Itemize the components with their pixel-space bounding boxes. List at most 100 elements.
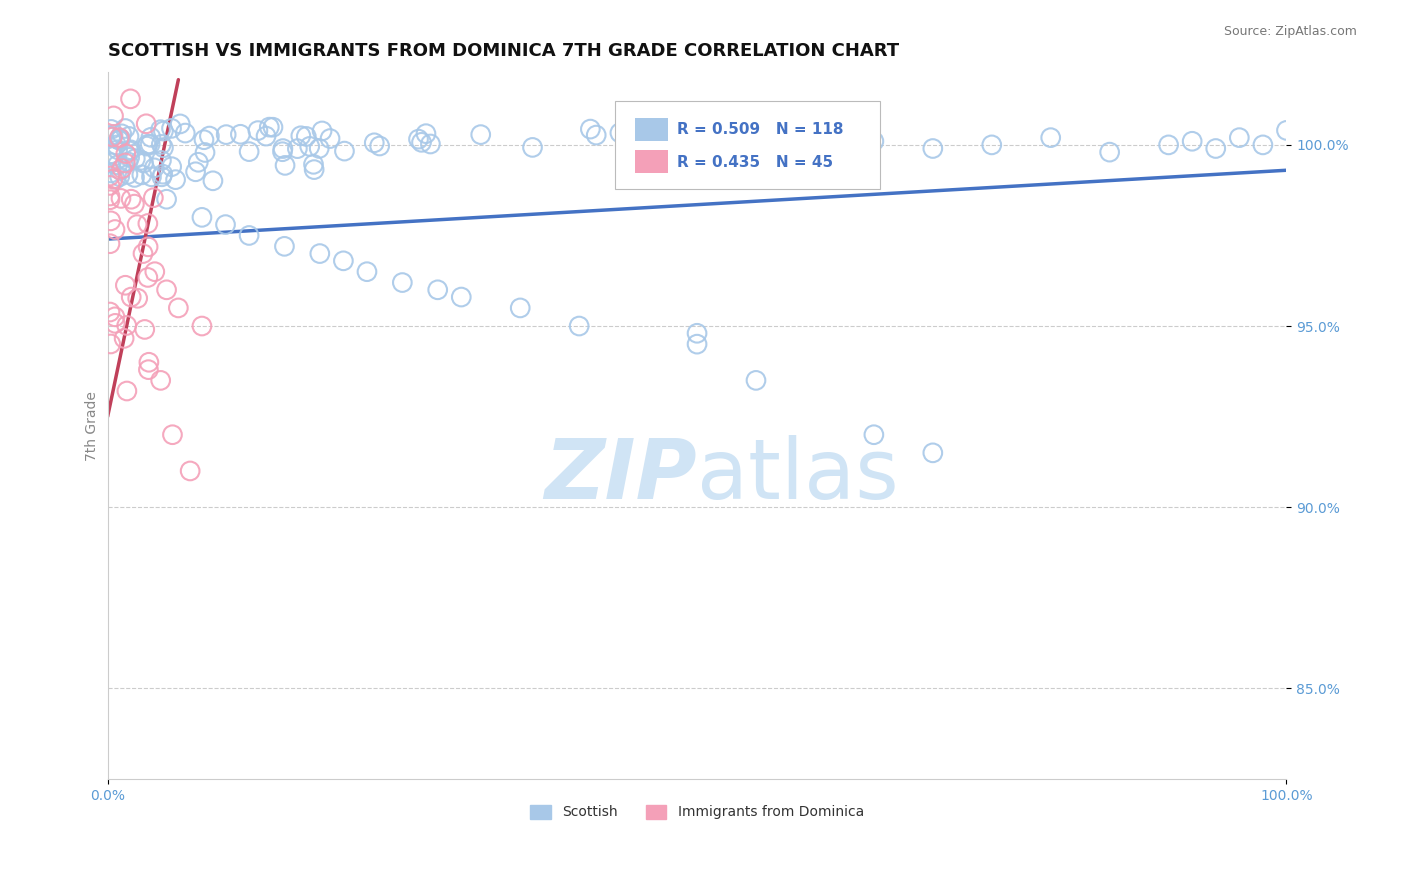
Point xyxy=(568,319,591,334)
Point xyxy=(193,133,215,147)
Point xyxy=(142,191,165,205)
Point xyxy=(426,283,449,297)
Point xyxy=(201,174,224,188)
Point xyxy=(332,253,354,268)
Y-axis label: 7th Grade: 7th Grade xyxy=(86,391,100,460)
Point xyxy=(319,131,342,145)
Point xyxy=(136,240,159,254)
Text: ZIP: ZIP xyxy=(544,434,697,516)
Point xyxy=(111,127,134,141)
Point xyxy=(419,136,441,151)
Point xyxy=(415,127,437,141)
Point xyxy=(229,128,252,142)
Point xyxy=(187,155,209,169)
Point xyxy=(104,310,127,324)
Point xyxy=(408,132,430,146)
Point xyxy=(184,165,207,179)
Point xyxy=(141,169,163,184)
Point xyxy=(273,239,295,253)
Point xyxy=(114,146,136,161)
Point xyxy=(132,156,155,170)
Point xyxy=(262,120,284,135)
Bar xyxy=(634,118,668,141)
Point xyxy=(115,384,138,398)
Point xyxy=(98,169,121,183)
Point xyxy=(356,265,378,279)
Point xyxy=(162,427,184,442)
Point xyxy=(149,122,172,136)
Point xyxy=(152,167,174,181)
Point xyxy=(308,141,330,155)
Point xyxy=(143,265,166,279)
Point xyxy=(254,129,277,144)
Point xyxy=(579,122,602,136)
Point xyxy=(368,139,391,153)
Point xyxy=(980,137,1002,152)
Point xyxy=(110,191,132,205)
Point xyxy=(107,133,129,147)
Point xyxy=(160,160,183,174)
Point xyxy=(150,137,173,152)
Point xyxy=(120,290,142,304)
Point xyxy=(149,373,172,387)
Point xyxy=(804,127,827,141)
Point xyxy=(150,169,173,184)
Point xyxy=(363,136,385,150)
Text: SCOTTISH VS IMMIGRANTS FROM DOMINICA 7TH GRADE CORRELATION CHART: SCOTTISH VS IMMIGRANTS FROM DOMINICA 7TH… xyxy=(108,42,898,60)
Point xyxy=(108,169,131,184)
Point xyxy=(120,192,142,206)
Point xyxy=(120,92,142,106)
Point xyxy=(100,156,122,170)
Point xyxy=(132,246,155,260)
Point xyxy=(111,161,134,176)
Point xyxy=(107,158,129,172)
Point xyxy=(120,143,142,157)
Point xyxy=(863,134,886,148)
Point xyxy=(191,211,214,225)
Point xyxy=(150,153,173,168)
Bar xyxy=(634,150,668,173)
Point xyxy=(246,123,269,137)
Point xyxy=(108,132,131,146)
Point xyxy=(686,326,709,341)
Point xyxy=(585,128,607,142)
Point xyxy=(100,337,122,351)
Text: atlas: atlas xyxy=(697,434,898,516)
Point xyxy=(98,193,121,207)
Point xyxy=(98,305,121,319)
Point xyxy=(308,246,330,260)
Point xyxy=(105,138,128,153)
Point xyxy=(333,144,356,158)
Point xyxy=(1227,130,1250,145)
Text: R = 0.509   N = 118: R = 0.509 N = 118 xyxy=(678,122,844,137)
Point xyxy=(98,178,121,193)
Point xyxy=(1098,145,1121,160)
Point xyxy=(450,290,472,304)
Point xyxy=(136,270,159,285)
Point xyxy=(274,158,297,172)
Point xyxy=(114,121,136,136)
Point xyxy=(100,166,122,180)
Point xyxy=(112,331,135,345)
Point xyxy=(298,139,321,153)
Point xyxy=(138,362,160,376)
Point xyxy=(98,236,121,251)
Text: R = 0.435   N = 45: R = 0.435 N = 45 xyxy=(678,154,834,169)
Point xyxy=(290,128,312,143)
Point xyxy=(302,162,325,177)
Point xyxy=(238,145,260,159)
Point xyxy=(921,141,943,155)
Point xyxy=(127,218,149,232)
Point xyxy=(302,157,325,171)
Point xyxy=(136,137,159,152)
Point xyxy=(152,124,174,138)
Point xyxy=(108,133,131,147)
Point xyxy=(238,228,260,243)
Point xyxy=(1205,141,1227,155)
Point xyxy=(139,130,162,145)
Point xyxy=(100,146,122,161)
Point xyxy=(194,145,217,160)
Point xyxy=(118,129,141,144)
Point xyxy=(165,172,187,186)
Point xyxy=(114,156,136,170)
